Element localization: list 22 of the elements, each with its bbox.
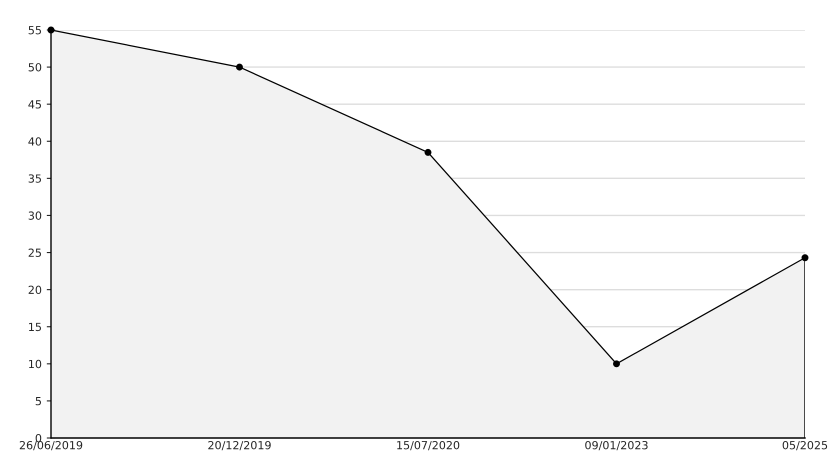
y-tick-label: 45 xyxy=(28,100,41,109)
x-tick-label: 05/2025 xyxy=(782,440,828,450)
y-tick-label: 10 xyxy=(29,360,42,368)
y-tick-label: 35 xyxy=(28,174,41,183)
y-tick-label: 55 xyxy=(28,26,41,34)
point xyxy=(424,148,432,156)
x-tick-label: 15/07/2020 xyxy=(397,440,460,450)
point xyxy=(802,254,808,262)
y-tick-label: 30 xyxy=(28,211,42,220)
x-tick-label: 09/01/2023 xyxy=(585,440,648,450)
x-tick-label: 20/12/2019 xyxy=(208,440,271,450)
point xyxy=(613,360,620,368)
y-tick-label: 15 xyxy=(29,322,41,332)
y-tick-label: 50 xyxy=(28,63,42,72)
y-tick-label: 20 xyxy=(28,286,42,294)
y-tick-label: 0 xyxy=(36,434,42,442)
point xyxy=(48,26,54,34)
x-tick-label: 26/06/2019 xyxy=(20,440,82,450)
point xyxy=(236,64,243,71)
y-tick-label: 40 xyxy=(28,137,42,146)
y-tick-label: 25 xyxy=(28,248,41,257)
y-tick-label: 5 xyxy=(36,397,41,406)
